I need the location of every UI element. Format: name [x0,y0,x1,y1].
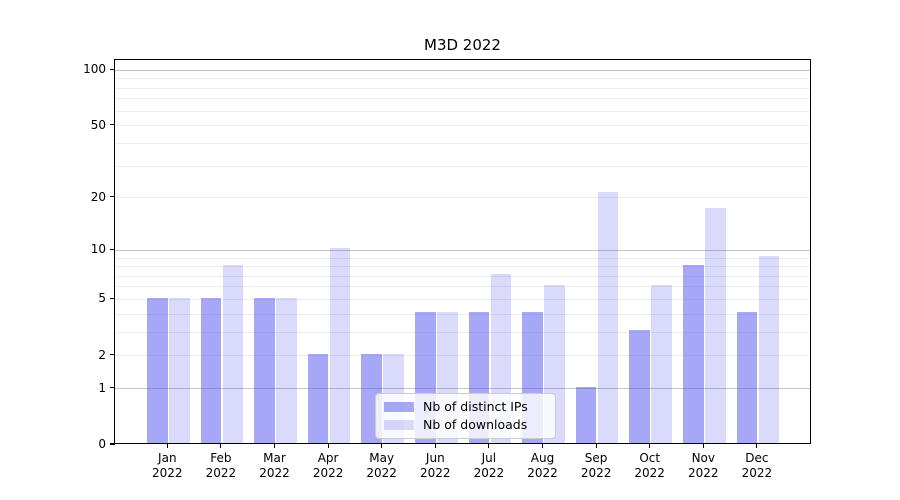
x-tick-mark-sep [595,444,597,448]
gridline-minor-20 [115,197,810,199]
gridline-minor-60 [115,110,810,112]
x-tick-label-mar: Mar 2022 [259,451,290,480]
x-tick-mark-may [381,444,383,448]
bar-downloads-feb [222,264,244,443]
x-tick-mark-dec [756,444,758,448]
x-tick-mark-apr [327,444,329,448]
legend: Nb of distinct IPs Nb of downloads [375,393,556,439]
bar-distinct-ips-mar [254,297,275,443]
bar-distinct-ips-oct [629,330,650,443]
y-tick-label-1: 1 [98,380,106,395]
x-tick-mark-feb [220,444,222,448]
y-tick-label-50: 50 [90,117,106,132]
x-tick-label-apr: Apr 2022 [312,451,344,480]
bar-distinct-ips-apr [307,353,329,443]
gridline-minor-50 [115,125,810,127]
x-tick-mark-nov [702,444,704,448]
legend-entry-distinct-ips: Nb of distinct IPs [384,399,547,415]
gridline-major-10 [115,249,810,251]
bar-downloads-dec [758,256,780,443]
gridline-minor-8 [115,266,810,268]
y-tick-label-2: 2 [98,347,106,362]
x-tick-mark-aug [541,444,544,448]
bar-downloads-sep [597,191,619,443]
y-tick-label-5: 5 [98,291,106,306]
plot-area [114,59,811,444]
bar-downloads-jan [169,297,190,443]
y-tick-mark-1 [110,387,115,389]
x-tick-label-jan: Jan 2022 [152,451,183,480]
bar-downloads-apr [329,248,351,443]
bar-distinct-ips-sep [575,386,597,443]
legend-entry-downloads: Nb of downloads [384,417,547,433]
y-tick-mark-100 [110,68,115,70]
gridline-minor-6 [115,286,810,288]
y-tick-label-10: 10 [90,242,106,257]
legend-label-downloads: Nb of downloads [423,417,528,432]
gridline-minor-70 [115,98,810,100]
y-tick-mark-50 [110,124,115,126]
legend-swatch-distinct-ips [384,402,414,412]
x-tick-label-jul: Jul 2022 [473,451,505,480]
legend-swatch-downloads [384,420,414,430]
gridline-minor-30 [115,165,810,167]
x-tick-mark-jan [166,444,168,448]
gridline-minor-2 [115,355,810,357]
bar-distinct-ips-dec [736,312,758,443]
x-tick-mark-mar [273,444,276,448]
chart-title: M3D 2022 [424,36,501,54]
gridline-minor-9 [115,257,810,259]
x-tick-label-may: May 2022 [366,451,397,480]
legend-label-distinct-ips: Nb of distinct IPs [423,399,528,414]
y-tick-mark-10 [110,248,115,250]
y-tick-mark-20 [110,196,115,198]
x-tick-mark-oct [649,444,651,448]
x-tick-label-sep: Sep 2022 [580,451,612,480]
x-tick-label-dec: Dec 2022 [741,451,773,480]
x-tick-label-oct: Oct 2022 [634,451,665,480]
y-tick-label-0: 0 [98,437,106,451]
bar-distinct-ips-nov [683,264,704,443]
gridline-minor-7 [115,275,810,277]
y-tick-mark-2 [110,354,115,356]
gridline-minor-80 [115,87,810,89]
gridline-major-1 [115,388,810,390]
y-tick-mark-0 [110,443,115,445]
bar-distinct-ips-jan [147,297,168,443]
bar-distinct-ips-feb [200,297,222,443]
x-tick-label-feb: Feb 2022 [205,451,237,480]
bar-downloads-nov [705,208,726,443]
x-tick-mark-jul [488,444,490,448]
x-tick-label-nov: Nov 2022 [688,451,719,480]
bar-downloads-oct [651,284,672,443]
y-tick-label-100: 100 [83,62,106,77]
bar-downloads-mar [276,297,297,443]
gridline-major-100 [115,69,810,71]
y-tick-label-20: 20 [90,189,106,204]
gridline-minor-4 [115,313,810,315]
gridline-minor-90 [115,78,810,80]
x-tick-label-jun: Jun 2022 [420,451,451,480]
y-tick-mark-5 [110,297,115,300]
gridline-minor-3 [115,331,810,333]
gridline-minor-40 [115,142,810,144]
gridline-minor-5 [115,298,810,300]
x-tick-label-aug: Aug 2022 [527,451,558,480]
x-tick-mark-jun [434,444,436,448]
